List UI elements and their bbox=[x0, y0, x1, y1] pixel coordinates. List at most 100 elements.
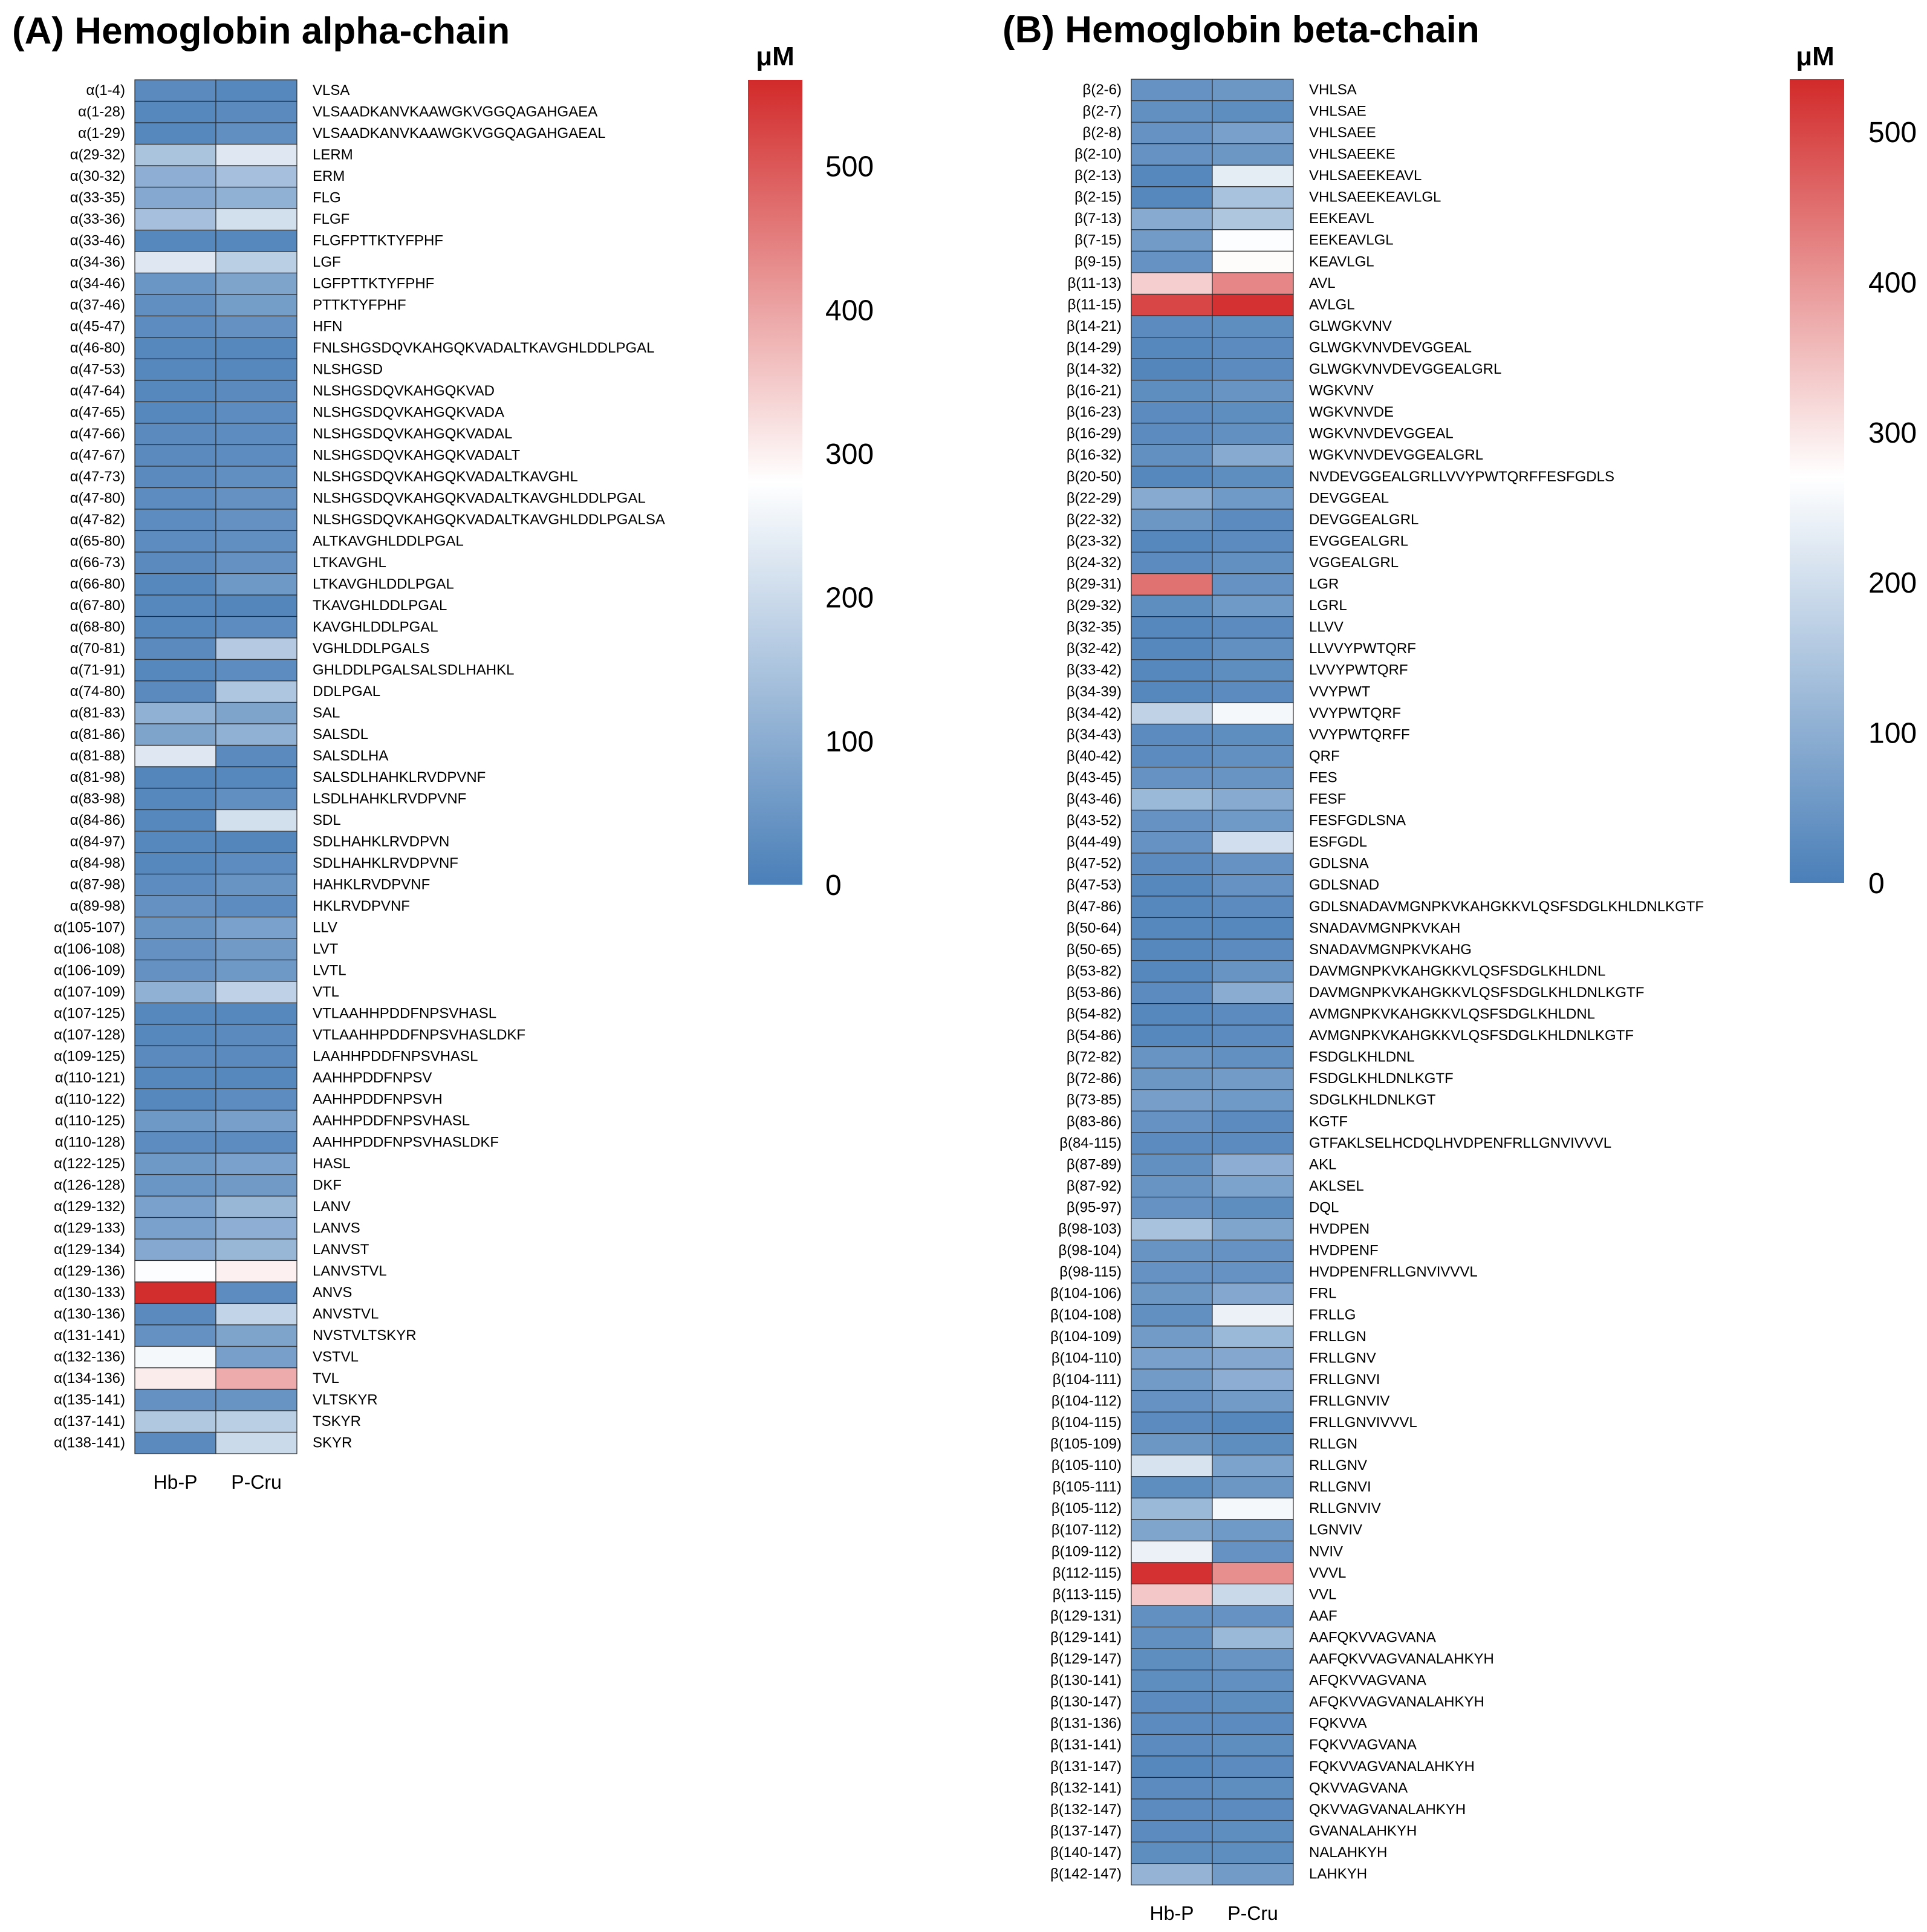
sequence-label: SDGLKHLDNLKGT bbox=[1309, 1092, 1436, 1108]
row-label: α(84-98) bbox=[70, 855, 125, 871]
panel-title: (A) Hemoglobin alpha-chain bbox=[12, 10, 510, 52]
legend-tick-label: 500 bbox=[1868, 117, 1917, 149]
heatmap-cell bbox=[215, 1410, 297, 1433]
heatmap-cell bbox=[215, 401, 297, 424]
row-label: β(34-42) bbox=[1067, 705, 1122, 721]
heatmap-cell bbox=[1212, 1132, 1294, 1155]
row-label: α(110-121) bbox=[55, 1070, 125, 1086]
sequence-label: ESFGDL bbox=[1309, 834, 1367, 850]
row-label: α(109-125) bbox=[54, 1048, 125, 1064]
heatmap-cell bbox=[134, 1110, 216, 1133]
heatmap-cell bbox=[215, 466, 297, 489]
heatmap-cell bbox=[134, 1045, 216, 1068]
heatmap-cell bbox=[134, 1195, 216, 1218]
sequence-label: FLG bbox=[313, 189, 341, 206]
row-label: α(110-128) bbox=[55, 1134, 125, 1150]
legend-unit: μM bbox=[1796, 42, 1834, 71]
row-label: β(84-115) bbox=[1059, 1135, 1122, 1151]
sequence-label: DEVGGEAL bbox=[1309, 490, 1389, 506]
heatmap-cell bbox=[1212, 1046, 1294, 1068]
row-label: α(81-98) bbox=[70, 769, 125, 785]
heatmap-cell bbox=[1131, 1476, 1213, 1498]
row-label: β(43-52) bbox=[1067, 813, 1122, 829]
heatmap-cell bbox=[1212, 810, 1294, 832]
heatmap-cell bbox=[1131, 1820, 1213, 1843]
sequence-label: TSKYR bbox=[313, 1413, 361, 1429]
heatmap-row: β(14-29) GLWGKVNVDEVGGEAL bbox=[1067, 336, 1472, 359]
row-label: β(95-97) bbox=[1067, 1199, 1122, 1215]
heatmap-cell bbox=[1212, 1175, 1294, 1198]
heatmap-cell bbox=[1131, 122, 1213, 145]
heatmap-row: β(50-65) SNADAVMGNPKVKAHG bbox=[1067, 938, 1472, 961]
heatmap-row: β(137-147) GVANALAHKYH bbox=[1050, 1820, 1417, 1843]
row-label: β(2-7) bbox=[1083, 103, 1122, 119]
heatmap-row: α(33-46) FLGFPTTKTYFPHF bbox=[70, 229, 443, 252]
row-label: β(29-31) bbox=[1067, 576, 1122, 593]
heatmap-row: β(7-13) EEKEAVL bbox=[1074, 207, 1374, 230]
row-label: α(1-29) bbox=[78, 125, 125, 141]
heatmap-cell bbox=[134, 1345, 216, 1368]
row-label: β(140-147) bbox=[1050, 1844, 1122, 1861]
row-label: β(54-86) bbox=[1067, 1027, 1122, 1044]
heatmap-cell bbox=[1212, 315, 1294, 338]
heatmap-row: α(47-73) NLSHGSDQVKAHGQKVADALTKAVGHL bbox=[70, 466, 578, 489]
heatmap-cell bbox=[1212, 723, 1294, 746]
row-label: α(107-128) bbox=[54, 1027, 125, 1043]
row-label: β(7-15) bbox=[1074, 232, 1122, 249]
heatmap-cell bbox=[1212, 509, 1294, 532]
heatmap-cell bbox=[1212, 186, 1294, 209]
heatmap-row: α(47-67) NLSHGSDQVKAHGQKVADALT bbox=[70, 444, 521, 467]
heatmap-cell bbox=[1212, 143, 1294, 166]
heatmap-row: β(107-112) LGNVIV bbox=[1051, 1519, 1362, 1542]
row-label: α(33-46) bbox=[70, 232, 125, 249]
row-label: β(50-65) bbox=[1067, 942, 1122, 958]
sequence-label: LVVYPWTQRF bbox=[1309, 662, 1408, 678]
heatmap-cell bbox=[215, 509, 297, 532]
heatmap-row: β(14-32) GLWGKVNVDEVGGEALGRL bbox=[1067, 358, 1501, 381]
heatmap-row: α(129-136) LANVSTVL bbox=[54, 1260, 387, 1283]
row-label: β(104-112) bbox=[1051, 1393, 1122, 1409]
heatmap-cell bbox=[215, 959, 297, 982]
heatmap-row: β(73-85) SDGLKHLDNLKGT bbox=[1067, 1089, 1436, 1111]
sequence-label: ERM bbox=[313, 168, 345, 184]
sequence-label: TVL bbox=[313, 1370, 339, 1387]
row-label: β(73-85) bbox=[1067, 1092, 1122, 1108]
heatmap-row: β(104-115) FRLLGNVIVVVL bbox=[1051, 1411, 1417, 1434]
heatmap-cell bbox=[1131, 1390, 1213, 1413]
heatmap-cell bbox=[215, 380, 297, 403]
heatmap-row: α(66-80) LTKAVGHLDDLPGAL bbox=[70, 573, 454, 596]
heatmap-cell bbox=[1212, 1153, 1294, 1176]
sequence-label: ALTKAVGHLDDLPGAL bbox=[313, 533, 464, 549]
heatmap-cell bbox=[1131, 810, 1213, 832]
heatmap-row: β(16-21) WGKVNV bbox=[1067, 380, 1374, 402]
heatmap-row: β(2-13) VHLSAEEKEAVL bbox=[1074, 164, 1422, 187]
heatmap-cell bbox=[215, 573, 297, 596]
heatmap-cell bbox=[1212, 1110, 1294, 1133]
heatmap-cell bbox=[1131, 1240, 1213, 1262]
heatmap-row: α(110-128) AAHHPDDFNPSVHASLDKF bbox=[55, 1131, 499, 1154]
heatmap-row: β(33-42) LVVYPWTQRF bbox=[1067, 659, 1408, 681]
heatmap-cell bbox=[134, 165, 216, 188]
heatmap-cell bbox=[134, 895, 216, 918]
sequence-label: FESF bbox=[1309, 791, 1346, 807]
heatmap-row: α(68-80) KAVGHLDDLPGAL bbox=[70, 616, 438, 639]
heatmap-cell bbox=[1212, 207, 1294, 230]
sequence-label: FSDGLKHLDNL bbox=[1309, 1049, 1415, 1065]
heatmap-cell bbox=[1131, 1433, 1213, 1456]
heatmap-cell bbox=[134, 680, 216, 703]
heatmap-cell bbox=[1212, 960, 1294, 983]
heatmap-cell bbox=[1212, 1089, 1294, 1111]
heatmap-row: β(98-115) HVDPENFRLLGNVIVVVL bbox=[1059, 1261, 1478, 1284]
heatmap-row: β(47-52) GDLSNA bbox=[1067, 853, 1369, 875]
heatmap-cell bbox=[134, 1153, 216, 1176]
heatmap-cell bbox=[215, 1281, 297, 1304]
row-label: α(47-66) bbox=[70, 426, 125, 442]
sequence-label: GDLSNA bbox=[1309, 856, 1369, 872]
heatmap-row: β(105-112) RLLGNVIV bbox=[1051, 1497, 1381, 1520]
column-label: Hb-P bbox=[154, 1471, 198, 1493]
heatmap-row: β(2-10) VHLSAEEKE bbox=[1074, 143, 1396, 166]
row-label: α(1-28) bbox=[78, 103, 125, 120]
heatmap-cell bbox=[215, 1045, 297, 1068]
sequence-label: HASL bbox=[313, 1156, 351, 1172]
heatmap-cell bbox=[1131, 272, 1213, 295]
